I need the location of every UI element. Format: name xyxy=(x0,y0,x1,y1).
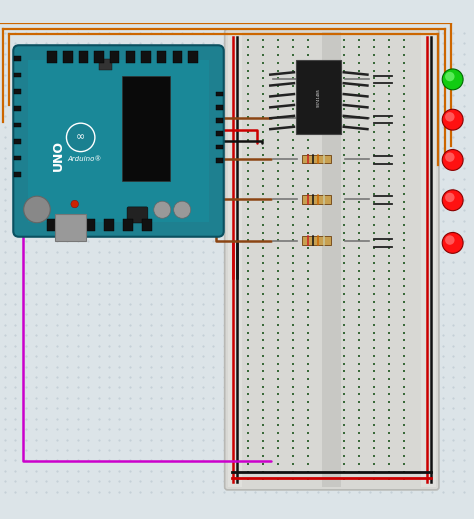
Circle shape xyxy=(445,193,455,202)
Bar xyxy=(99,60,112,70)
Bar xyxy=(216,105,223,110)
Bar xyxy=(85,219,95,231)
Text: ∞: ∞ xyxy=(76,132,85,142)
Bar xyxy=(216,131,223,136)
Bar xyxy=(302,75,331,84)
Bar xyxy=(104,219,114,231)
Text: SN7414N5: SN7414N5 xyxy=(317,88,321,107)
Circle shape xyxy=(445,235,455,245)
FancyBboxPatch shape xyxy=(13,45,224,237)
Bar xyxy=(322,32,341,487)
Circle shape xyxy=(442,69,463,90)
Bar xyxy=(14,89,21,94)
Circle shape xyxy=(445,72,455,81)
Bar xyxy=(302,195,331,203)
Bar xyxy=(173,51,182,63)
Bar xyxy=(14,73,21,77)
Text: UNO: UNO xyxy=(52,140,65,171)
Bar xyxy=(14,156,21,160)
Bar xyxy=(141,51,151,63)
Bar xyxy=(157,51,166,63)
Bar xyxy=(94,51,104,63)
Bar xyxy=(216,158,223,162)
FancyBboxPatch shape xyxy=(127,207,148,223)
Bar xyxy=(110,51,119,63)
Bar xyxy=(421,32,436,487)
Circle shape xyxy=(442,149,463,170)
Circle shape xyxy=(442,233,463,253)
Bar xyxy=(79,51,88,63)
Circle shape xyxy=(154,201,171,218)
Bar xyxy=(63,51,73,63)
Bar xyxy=(14,172,21,177)
Text: Arduino®: Arduino® xyxy=(67,156,102,162)
Circle shape xyxy=(66,123,95,152)
Bar xyxy=(55,214,86,240)
Bar xyxy=(142,219,152,231)
Circle shape xyxy=(173,201,191,218)
Bar xyxy=(302,236,331,245)
Bar xyxy=(302,155,331,163)
FancyBboxPatch shape xyxy=(225,29,439,490)
Bar xyxy=(47,219,57,231)
Circle shape xyxy=(445,153,455,162)
Bar xyxy=(228,32,242,487)
Bar xyxy=(216,145,223,149)
Bar xyxy=(122,76,170,181)
Circle shape xyxy=(442,190,463,211)
Bar xyxy=(14,122,21,127)
Bar xyxy=(123,219,133,231)
Circle shape xyxy=(442,109,463,130)
Bar xyxy=(14,106,21,111)
Circle shape xyxy=(445,112,455,121)
Bar xyxy=(47,51,57,63)
Bar xyxy=(302,114,331,122)
Bar xyxy=(216,91,223,96)
Bar xyxy=(14,56,21,61)
Bar xyxy=(188,51,198,63)
Circle shape xyxy=(24,196,50,223)
Circle shape xyxy=(71,200,79,208)
Bar xyxy=(126,51,135,63)
Bar xyxy=(296,60,341,134)
Bar xyxy=(28,60,209,222)
Bar xyxy=(14,139,21,144)
Bar xyxy=(66,219,76,231)
Bar xyxy=(216,118,223,123)
